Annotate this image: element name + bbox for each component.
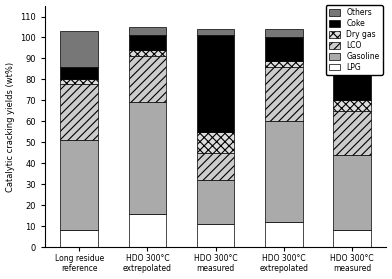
Bar (333, 29, 371, 42)
Bar (129, 213, 166, 247)
Bar (265, 67, 303, 121)
Bar (60, 31, 98, 67)
Bar (129, 35, 166, 50)
Bar (333, 230, 371, 247)
Bar (129, 50, 166, 56)
Bar (129, 56, 166, 102)
Bar (129, 27, 166, 35)
Bar (265, 37, 303, 61)
Bar (265, 121, 303, 222)
Bar (333, 42, 371, 100)
Bar (265, 29, 303, 37)
Bar (265, 61, 303, 67)
Legend: Others, Coke, Dry gas, LCO, Gasoline, LPG: Others, Coke, Dry gas, LCO, Gasoline, LP… (326, 5, 383, 75)
Bar (197, 29, 234, 35)
Bar (60, 80, 98, 84)
Bar (333, 111, 371, 155)
Bar (197, 224, 234, 247)
Bar (60, 84, 98, 140)
Y-axis label: Catalytic cracking yields (wt%): Catalytic cracking yields (wt%) (5, 61, 15, 192)
Bar (197, 132, 234, 153)
Bar (197, 35, 234, 132)
Bar (197, 180, 234, 224)
Bar (265, 222, 303, 247)
Bar (60, 140, 98, 230)
Bar (129, 102, 166, 213)
Bar (60, 67, 98, 80)
Bar (333, 100, 371, 111)
Bar (333, 155, 371, 230)
Bar (197, 153, 234, 180)
Bar (60, 230, 98, 247)
